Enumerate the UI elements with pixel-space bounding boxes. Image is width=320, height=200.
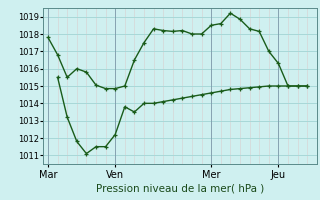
X-axis label: Pression niveau de la mer( hPa ): Pression niveau de la mer( hPa ) — [96, 184, 264, 194]
